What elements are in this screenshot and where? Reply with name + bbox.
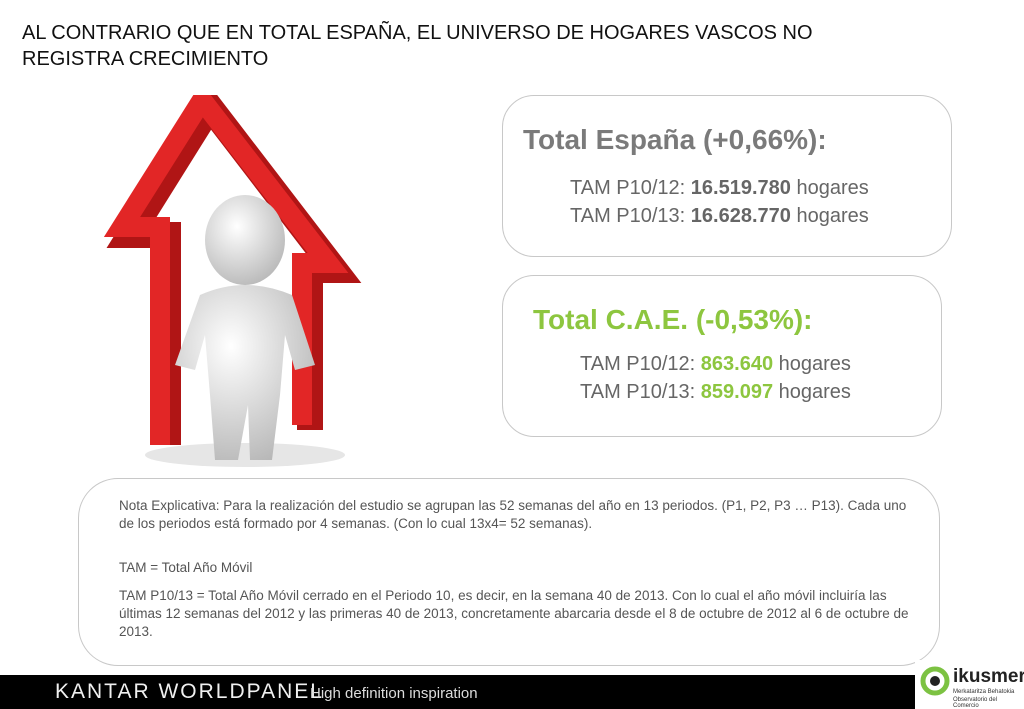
note-text: Nota Explicativa: Para la realización de…: [119, 498, 907, 531]
unit: hogares: [778, 381, 851, 403]
logo-sub: Merkataritza Behatokia: [953, 689, 1015, 695]
value: 863.640: [700, 353, 774, 375]
logo-text: ikusmer: [953, 666, 1024, 687]
house-illustration: [103, 95, 362, 467]
title: AL CONTRARIO QUE EN TOTAL ESPAÑA, EL UNI…: [22, 22, 813, 70]
note-text: TAM = Total Año Móvil: [119, 560, 253, 575]
line: TAM P10/13: 16.628.770 hogares: [570, 202, 869, 230]
brand: KANTAR WORLDPANEL: [55, 680, 324, 703]
value: 859.097: [700, 381, 774, 403]
tagline: High definition inspiration: [310, 685, 478, 702]
line: TAM P10/12: 863.640 hogares: [580, 350, 851, 378]
ikusmer-logo: ikusmer Merkataritza Behatokia Observato…: [915, 660, 1024, 709]
heading: Total España (+0,66%):: [523, 124, 827, 155]
unit: hogares: [796, 205, 869, 227]
line: TAM P10/12: 16.519.780 hogares: [570, 174, 869, 202]
label: TAM P10/12:: [580, 353, 696, 375]
unit: hogares: [796, 177, 869, 199]
value: 16.519.780: [690, 177, 791, 199]
logo-icon: [920, 666, 950, 696]
heading: Total C.A.E. (-0,53%):: [533, 304, 813, 335]
unit: hogares: [778, 353, 851, 375]
spain-box: Total España (+0,66%): TAM P10/12: 16.51…: [502, 95, 952, 257]
note-text: TAM P10/13 = Total Año Móvil cerrado en …: [119, 588, 909, 639]
logo-sub: Observatorio del Comercio: [953, 697, 998, 709]
cae-box: Total C.A.E. (-0,53%): TAM P10/12: 863.6…: [502, 275, 942, 437]
value: 16.628.770: [690, 205, 791, 227]
label: TAM P10/12:: [570, 177, 686, 199]
line: TAM P10/13: 859.097 hogares: [580, 378, 851, 406]
label: TAM P10/13:: [570, 205, 686, 227]
footer: KANTAR WORLDPANEL High definition inspir…: [0, 675, 1024, 709]
note-box: Nota Explicativa: Para la realización de…: [78, 478, 940, 666]
label: TAM P10/13:: [580, 381, 696, 403]
